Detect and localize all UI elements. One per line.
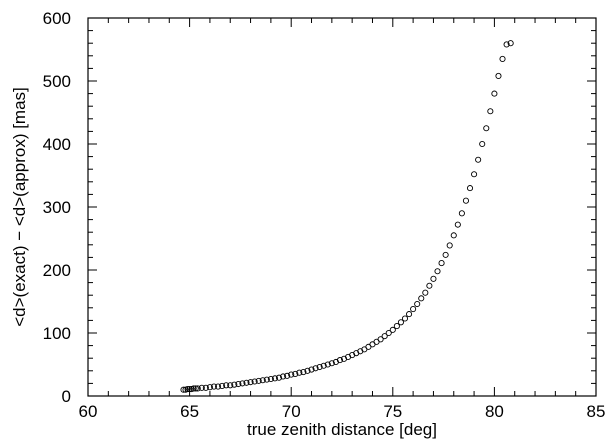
data-point (288, 371, 295, 378)
x-tick-label: 85 (587, 402, 606, 421)
data-point (328, 360, 335, 367)
data-point (426, 282, 433, 289)
data-point (223, 382, 230, 389)
data-point (275, 374, 283, 381)
x-tick-label: 75 (383, 402, 402, 421)
data-point (454, 221, 461, 228)
data-point (186, 386, 193, 393)
x-tick-label: 80 (485, 402, 504, 421)
y-tick-label: 400 (43, 135, 71, 154)
data-point (389, 326, 396, 333)
x-tick-label: 70 (282, 402, 301, 421)
data-point (458, 210, 465, 217)
data-point (214, 383, 222, 390)
data-point (251, 378, 258, 385)
data-point (414, 300, 421, 308)
data-point (483, 125, 490, 132)
data-point (198, 384, 205, 391)
data-point (377, 336, 384, 343)
data-point (430, 275, 437, 282)
data-point (446, 242, 453, 249)
x-tick-label: 60 (79, 402, 98, 421)
data-point (418, 295, 425, 302)
data-point (180, 386, 187, 393)
data-point (475, 156, 482, 163)
data-point (471, 171, 478, 178)
data-point (284, 372, 291, 379)
data-point (434, 268, 441, 275)
data-point (259, 377, 266, 384)
data-point (304, 367, 311, 374)
x-axis-label: true zenith distance [deg] (247, 420, 437, 439)
data-point (316, 363, 323, 371)
data-point (495, 72, 502, 80)
data-point (503, 41, 510, 48)
data-point (410, 306, 417, 313)
data-point (243, 379, 250, 386)
data-point (507, 40, 514, 47)
y-tick-label: 600 (43, 9, 71, 28)
data-point (271, 375, 278, 382)
data-point (393, 323, 400, 330)
data-point (312, 365, 319, 372)
data-point (239, 380, 246, 387)
data-point (385, 329, 392, 337)
data-point (255, 377, 262, 384)
data-point (231, 381, 238, 388)
data-point (462, 197, 470, 204)
y-tick-label: 100 (43, 324, 71, 343)
y-tick-label: 200 (43, 261, 71, 280)
y-tick-label: 0 (62, 387, 71, 406)
data-point (210, 383, 218, 390)
data-point (397, 319, 404, 326)
y-axis-label: <d>(exact) − <d>(approx) [mas] (10, 87, 29, 327)
data-point (491, 90, 498, 97)
data-point (296, 369, 303, 376)
data-point (401, 315, 409, 322)
data-point (336, 357, 344, 364)
data-point (487, 108, 494, 115)
data-point (227, 382, 234, 389)
data-point (406, 311, 413, 318)
data-point (184, 386, 191, 393)
data-point (300, 369, 307, 376)
data-point (202, 384, 209, 391)
data-point (381, 333, 388, 340)
tick-labels: 60 65 70 75 80 85 0 100 200 300 400 500 600 (43, 9, 606, 421)
data-points (180, 40, 514, 393)
data-point (308, 366, 315, 373)
y-tick-label: 500 (43, 72, 71, 91)
plot-frame (87, 17, 597, 397)
data-point (466, 185, 474, 192)
data-point (292, 370, 299, 378)
data-point (219, 382, 226, 389)
data-point (499, 55, 506, 63)
data-point (280, 373, 287, 380)
data-point (247, 379, 254, 386)
data-point (324, 361, 331, 368)
data-point (263, 376, 270, 383)
x-tick-label: 65 (180, 402, 199, 421)
data-point (320, 362, 327, 369)
data-point (194, 385, 201, 392)
axis-ticks (87, 17, 597, 397)
data-point (422, 289, 429, 296)
data-point (479, 140, 486, 148)
data-point (267, 375, 274, 383)
y-tick-label: 300 (43, 198, 71, 217)
data-point (235, 380, 242, 388)
data-point (450, 232, 457, 239)
data-point (438, 260, 445, 267)
data-point (442, 251, 449, 258)
data-point (190, 385, 197, 392)
data-point (206, 384, 213, 391)
data-point (192, 385, 199, 392)
